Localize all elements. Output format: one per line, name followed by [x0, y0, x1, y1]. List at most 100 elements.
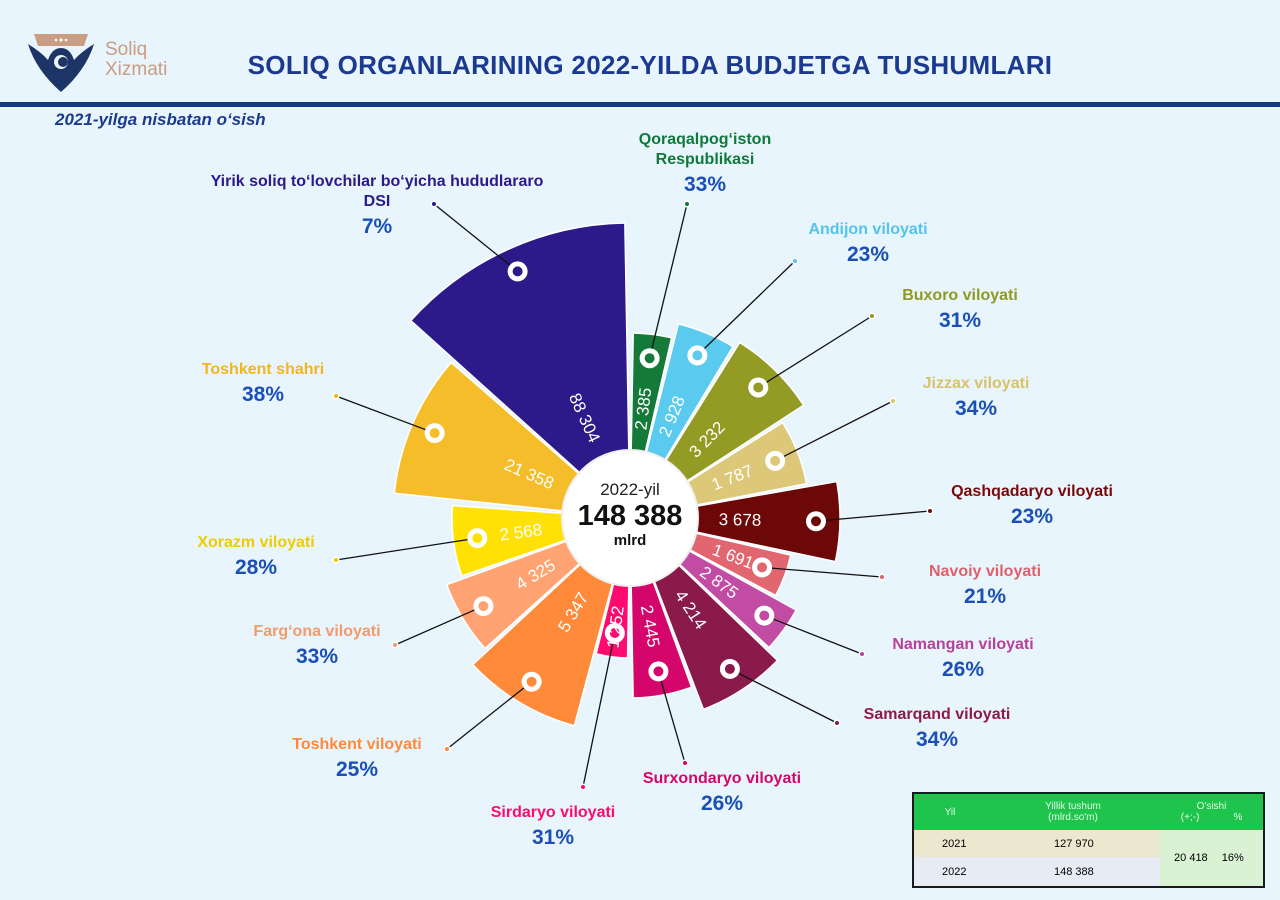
sector-marker-core — [526, 676, 537, 687]
sector-marker-core — [429, 428, 440, 439]
region-growth: 33% — [295, 645, 339, 668]
header-divider — [0, 102, 1280, 107]
sector-marker-core — [753, 382, 764, 393]
region-label: Yirik soliq to‘lovchilar bo‘yicha hududl… — [197, 172, 557, 240]
leader-end-dot-core — [880, 575, 884, 579]
header-growth-abs: (+;-) — [1180, 812, 1200, 823]
region-name: Xorazm viloyati — [197, 534, 315, 551]
region-growth: 34% — [915, 728, 959, 751]
sector-marker-core — [757, 562, 768, 573]
sector-bar — [393, 361, 633, 519]
header-year: Yil — [913, 793, 986, 830]
header-growth: O'sishi (+;-) % — [1160, 793, 1264, 830]
sector-bar — [629, 480, 841, 563]
growth-abs-value: 20 418 — [1160, 830, 1222, 887]
sector-marker-core — [472, 533, 483, 544]
region-name: Surxondaryo viloyati — [642, 770, 802, 787]
sector-marker-core — [759, 610, 770, 621]
sector-bar — [409, 222, 631, 520]
summary-table: Yil Yillik tushum (mlrd.so'm) O'sishi (+… — [912, 792, 1265, 888]
region-growth: 26% — [941, 658, 985, 681]
leader-line — [764, 614, 863, 655]
region-label: Farg‘ona viloyati 33% — [137, 622, 497, 670]
region-label: Jizzax viloyati 34% — [796, 374, 1156, 422]
region-label: Xorazm viloyati 28% — [76, 533, 436, 581]
leader-line — [774, 400, 894, 462]
header-growth-pct: % — [1233, 812, 1243, 823]
leader-line — [757, 315, 873, 389]
brand-line1: Soliq — [105, 39, 148, 60]
row-year: 2021 — [913, 830, 986, 858]
table-row: 2021 127 970 20 418 16% — [913, 830, 1264, 887]
page-title: SOLIQ ORGANLARINING 2022-YILDA BUDJETGA … — [247, 50, 1053, 80]
region-name: Qoraqalpog‘iston — [638, 131, 772, 148]
sector-marker-core — [653, 666, 664, 677]
header-income-label: Yillik tushum — [1045, 801, 1101, 812]
leader-end-dot-core — [928, 509, 932, 513]
table-row: 2022 148 388 — [913, 857, 1264, 887]
leader-end-dot-core — [683, 761, 687, 765]
sector-marker-core — [609, 628, 620, 639]
sector-marker-core — [724, 663, 735, 674]
region-growth: 31% — [531, 826, 575, 849]
row-income: 127 970 — [986, 830, 1160, 858]
sector-marker-core — [478, 601, 489, 612]
region-label: Qoraqalpog‘iston Respublikasi 33% — [525, 130, 885, 198]
leader-line — [335, 537, 478, 561]
center-total: 2022-yil 148 388 mlrd — [564, 480, 696, 549]
leader-line — [648, 203, 688, 359]
sector-marker-core — [512, 266, 523, 277]
region-name: Namangan viloyati — [892, 636, 1034, 653]
region-growth: 28% — [234, 556, 278, 579]
region-growth: 23% — [1010, 505, 1054, 528]
leader-end-dot-core — [870, 314, 874, 318]
value-label: 3 678 — [719, 510, 762, 530]
region-growth: 25% — [335, 758, 379, 781]
region-growth: 34% — [954, 397, 998, 420]
sector-marker-core — [644, 353, 655, 364]
region-name: Samarqand viloyati — [863, 706, 1011, 723]
brand-line2: Xizmati — [105, 59, 168, 80]
row-year: 2022 — [913, 857, 986, 887]
region-label: Namangan viloyati 26% — [783, 635, 1143, 683]
leader-end-dot-core — [432, 202, 436, 206]
region-name: Yirik soliq to‘lovchilar bo‘yicha hududl… — [210, 173, 544, 210]
region-name: Andijon viloyati — [808, 221, 928, 238]
center-circle — [561, 449, 699, 587]
leader-end-dot-core — [835, 721, 839, 725]
region-label: Surxondaryo viloyati 26% — [542, 769, 902, 817]
region-name: Jizzax viloyati — [922, 375, 1030, 392]
leader-end-dot-core — [334, 558, 338, 562]
region-name-line2: Respublikasi — [655, 151, 755, 168]
leader-end-dot-core — [334, 394, 338, 398]
leader-end-dot-core — [793, 259, 797, 263]
region-name: Buxoro viloyati — [902, 287, 1018, 304]
leader-line — [433, 203, 519, 272]
region-growth: 26% — [700, 792, 744, 815]
row-income: 148 388 — [986, 857, 1160, 887]
leader-line — [762, 566, 883, 578]
region-label: Buxoro viloyati 31% — [780, 286, 1140, 334]
sector-marker-core — [770, 455, 781, 466]
region-label: Qashqadaryo viloyati 23% — [852, 482, 1212, 530]
region-label: Samarqand viloyati 34% — [757, 705, 1117, 753]
region-name: Qashqadaryo viloyati — [951, 483, 1113, 500]
leader-line — [582, 632, 616, 788]
growth-pct-value: 16% — [1221, 830, 1264, 887]
sector-marker-core — [692, 350, 703, 361]
region-growth: 33% — [683, 173, 727, 196]
region-growth: 31% — [938, 309, 982, 332]
center-unit: mlrd — [613, 532, 647, 549]
leader-line — [446, 681, 533, 750]
leader-line — [696, 260, 796, 356]
region-growth: 7% — [361, 215, 393, 238]
leader-line — [335, 395, 435, 434]
region-name: Sirdaryo viloyati — [490, 804, 616, 821]
region-label: Toshkent shahri 38% — [83, 360, 443, 408]
header-income-unit: (mlrd.so'm) — [1048, 812, 1098, 823]
leader-line — [815, 510, 931, 522]
region-growth: 21% — [963, 585, 1007, 608]
region-label: Toshkent viloyati 25% — [177, 735, 537, 783]
leader-end-dot-core — [860, 652, 864, 656]
